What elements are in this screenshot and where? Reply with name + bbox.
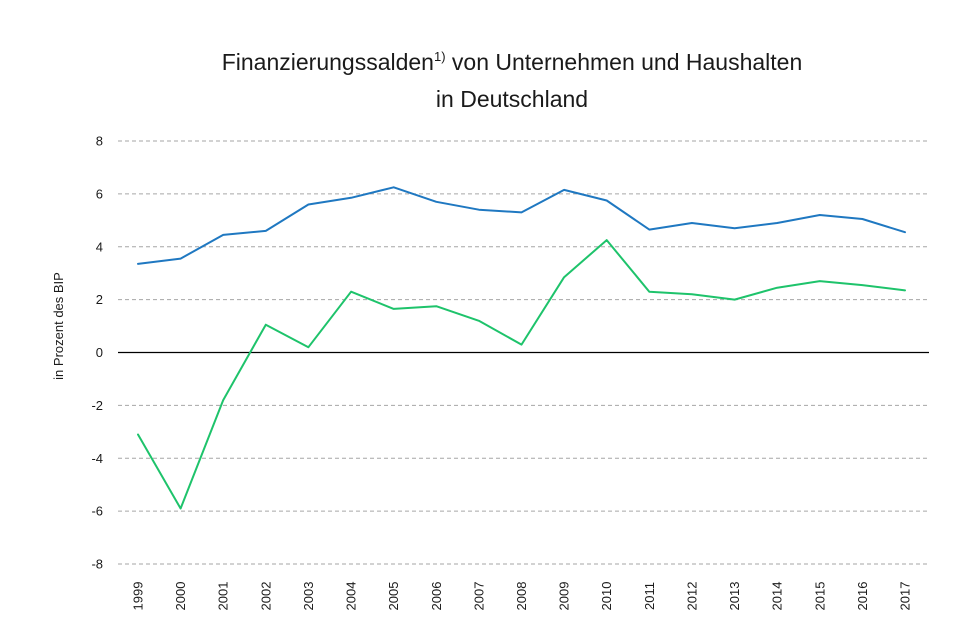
x-tick-label: 2002: [258, 582, 273, 611]
y-tick-label: 4: [96, 239, 103, 254]
chart-title-line1: Finanzierungssalden1) von Unternehmen un…: [222, 49, 803, 75]
y-axis-ticks: 8 6 4 2 0 -2 -4 -6 -8: [91, 134, 103, 572]
chart-title-rest: von Unternehmen und Haushalten: [446, 49, 803, 75]
x-tick-label: 1999: [131, 582, 146, 611]
x-tick-label: 2014: [770, 582, 785, 611]
series-lines: [137, 186, 906, 510]
series-line-haushalte: [137, 186, 906, 265]
x-tick-label: 2012: [684, 582, 699, 611]
x-tick-label: 2017: [898, 582, 913, 611]
y-tick-label: 0: [96, 345, 103, 360]
chart-title-line2: in Deutschland: [436, 86, 588, 112]
y-tick-label: -6: [91, 504, 103, 519]
y-tick-label: -4: [91, 451, 103, 466]
y-tick-label: -2: [91, 398, 103, 413]
x-tick-label: 2011: [642, 582, 657, 610]
chart-title-main: Finanzierungssalden: [222, 49, 434, 75]
gridlines: [118, 140, 929, 565]
x-tick-label: 2013: [727, 582, 742, 611]
x-tick-label: 2010: [599, 582, 614, 611]
x-tick-label: 2003: [301, 582, 316, 611]
x-tick-label: 2000: [173, 582, 188, 611]
x-tick-label: 2015: [812, 582, 827, 611]
y-tick-label: 2: [96, 292, 103, 307]
x-tick-label: 2016: [855, 582, 870, 611]
y-tick-label: 8: [96, 134, 103, 149]
chart-title-footnote: 1): [434, 49, 446, 64]
x-tick-label: 2004: [344, 582, 359, 611]
y-tick-label: 6: [96, 186, 103, 201]
series-line-unternehmen: [137, 239, 906, 510]
y-axis-label: in Prozent des BIP: [51, 272, 66, 380]
x-axis-ticks: 1999 2000 2001 2002 2003 2004 2005 2006 2007 2008…: [131, 582, 913, 611]
x-tick-label: 2007: [471, 582, 486, 611]
x-tick-label: 2006: [429, 582, 444, 611]
x-tick-label: 2009: [557, 582, 572, 611]
x-tick-label: 2005: [386, 582, 401, 611]
x-tick-label: 2001: [216, 582, 231, 611]
chart-title: Finanzierungssalden1) von Unternehmen un…: [222, 49, 803, 112]
x-tick-label: 2008: [514, 582, 529, 611]
y-tick-label: -8: [91, 557, 103, 572]
